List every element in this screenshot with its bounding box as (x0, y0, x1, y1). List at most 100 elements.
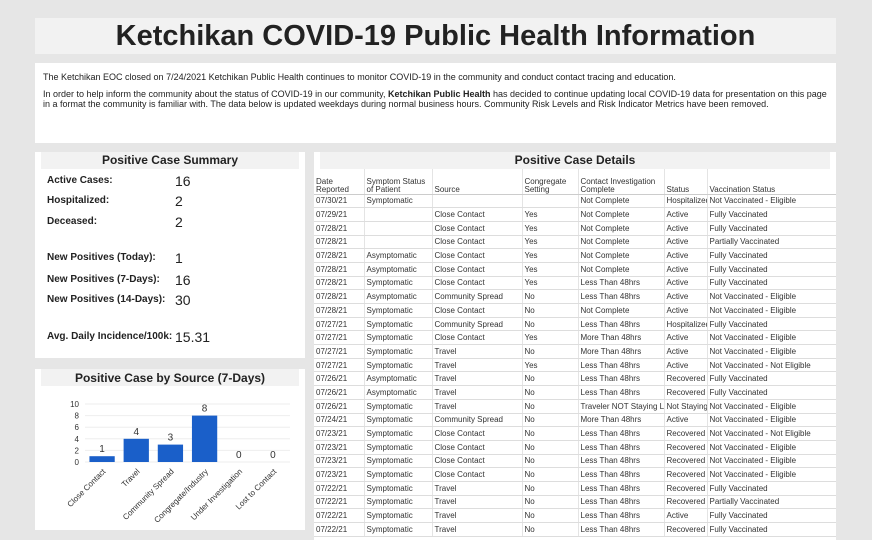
text: The Ketchikan EOC closed on 7/24/2021 Ke… (43, 72, 676, 82)
table-cell: Symptomatic (364, 344, 433, 359)
notice-paragraph: The Ketchikan EOC closed on 7/24/2021 Ke… (43, 72, 828, 82)
table-cell: Symptomatic (364, 454, 433, 469)
table-cell (364, 221, 433, 236)
table-cell: Yes (522, 276, 579, 291)
data-label: 4 (133, 427, 139, 438)
table-cell: Travel (432, 344, 523, 359)
table-cell: Not Vaccinated - Eligible (707, 440, 836, 455)
table-row: 07/27/21 Symptomatic Close Contact Yes More … (314, 330, 836, 346)
table-cell: Close Contact (432, 303, 523, 318)
summary-value: 16 (175, 173, 191, 189)
table-cell: 07/24/21 (314, 413, 365, 428)
table-cell: Not Vaccinated - Eligible (707, 454, 836, 469)
table-cell: Active (664, 289, 708, 304)
table-cell: Close Contact (432, 207, 523, 222)
column-header: Vaccination Status (707, 169, 836, 195)
table-cell: Recovered (664, 440, 708, 455)
summary-row: Hospitalized: 2 (47, 193, 297, 211)
table-cell: 07/22/21 (314, 481, 365, 496)
table-cell: Partially Vaccinated (707, 495, 836, 510)
table-cell: No (522, 289, 579, 304)
table-cell: Fully Vaccinated (707, 276, 836, 291)
table-cell: Close Contact (432, 262, 523, 277)
y-tick-label: 4 (75, 435, 80, 444)
table-cell: Not Vaccinated - Eligible (707, 303, 836, 318)
table-cell: 07/30/21 (314, 194, 365, 209)
data-label: 3 (168, 433, 174, 444)
table-cell: Travel (432, 371, 523, 387)
table-cell: Travel (432, 481, 523, 496)
notice: The Ketchikan EOC closed on 7/24/2021 Ke… (35, 63, 836, 143)
x-tick-label: Travel (120, 467, 142, 489)
table-cell: Symptomatic (364, 303, 433, 318)
table-cell: Active (664, 248, 708, 263)
table-row: 07/23/21 Symptomatic Close Contact No Less T… (314, 454, 836, 469)
table-cell: Not Vaccinated - Not Eligible (707, 426, 836, 441)
table-row: 07/22/21 Symptomatic Travel No Less Than 48h… (314, 508, 836, 523)
table-cell: Not Vaccinated - Eligible (707, 467, 836, 482)
table-cell: Not Vaccinated - Eligible (707, 330, 836, 346)
table-row: 07/29/21 Close Contact Yes Not Complete Acti… (314, 207, 836, 222)
table-cell: Not Staying Local (664, 399, 708, 414)
table-cell: 07/29/21 (314, 207, 365, 222)
table-cell: 07/23/21 (314, 426, 365, 441)
column-header: Date Reported (314, 169, 365, 195)
table-cell (364, 207, 433, 222)
table-cell: Active (664, 207, 708, 222)
table-cell: Close Contact (432, 426, 523, 441)
case-table: Date Reported Symptom Status of Patient So… (314, 169, 836, 537)
table-cell: Less Than 48hrs (578, 440, 665, 455)
table-row: 07/28/21 Asymptomatic Close Contact Yes Not … (314, 262, 836, 277)
table-row: 07/23/21 Symptomatic Close Contact No Less T… (314, 440, 836, 455)
table-cell: Not Complete (578, 207, 665, 222)
table-cell: 07/23/21 (314, 467, 365, 482)
table-cell: Fully Vaccinated (707, 317, 836, 332)
table-row: 07/26/21 Symptomatic Travel No Traveler NOT … (314, 399, 836, 414)
table-cell: Active (664, 303, 708, 318)
table-cell: No (522, 344, 579, 359)
table-cell: Less Than 48hrs (578, 371, 665, 387)
table-row: 07/27/21 Symptomatic Community Spread No Les… (314, 317, 836, 332)
table-cell: More Than 48hrs (578, 413, 665, 428)
table-cell: Travel (432, 385, 523, 400)
table-cell: Community Spread (432, 413, 523, 428)
bar (191, 415, 218, 462)
table-cell: Not Vaccinated - Eligible (707, 289, 836, 304)
table-cell: 07/26/21 (314, 385, 365, 400)
table-cell: 07/27/21 (314, 344, 365, 359)
table-cell: Symptomatic (364, 522, 433, 537)
bar (157, 444, 184, 462)
table-cell: Not Complete (578, 248, 665, 263)
table-cell: Recovered (664, 426, 708, 441)
table-cell: No (522, 440, 579, 455)
table-cell: No (522, 522, 579, 537)
table-cell: Hospitalized (664, 317, 708, 332)
chart: Positive Case by Source (7-Days) 0246810… (41, 369, 299, 525)
table-cell: No (522, 371, 579, 387)
table-cell: Fully Vaccinated (707, 508, 836, 523)
data-label: 0 (236, 450, 242, 461)
table-cell: Close Contact (432, 440, 523, 455)
table-cell: No (522, 467, 579, 482)
table-row: 07/22/21 Symptomatic Travel No Less Than 48h… (314, 481, 836, 496)
table-cell: Symptomatic (364, 330, 433, 346)
table-cell (364, 235, 433, 250)
table-cell: 07/28/21 (314, 235, 365, 250)
table-cell: Fully Vaccinated (707, 522, 836, 537)
table-cell: Partially Vaccinated (707, 235, 836, 250)
table-cell: Travel (432, 399, 523, 414)
table-cell: Recovered (664, 467, 708, 482)
summary-label: New Positives (Today): (47, 252, 156, 263)
table-cell: Asymptomatic (364, 289, 433, 304)
table-row: 07/24/21 Symptomatic Community Spread No Mor… (314, 413, 836, 428)
table-cell: Recovered (664, 385, 708, 400)
summary-value: 2 (175, 193, 183, 209)
table-cell: Active (664, 413, 708, 428)
chart-panel: Positive Case by Source (7-Days) 0 2 4 6 8 10… (35, 369, 305, 530)
table-cell: 07/28/21 (314, 276, 365, 291)
data-label: 1 (99, 444, 105, 455)
summary-label: Deceased: (47, 216, 98, 227)
table-cell: Fully Vaccinated (707, 207, 836, 222)
y-tick-label: 8 (75, 412, 80, 421)
